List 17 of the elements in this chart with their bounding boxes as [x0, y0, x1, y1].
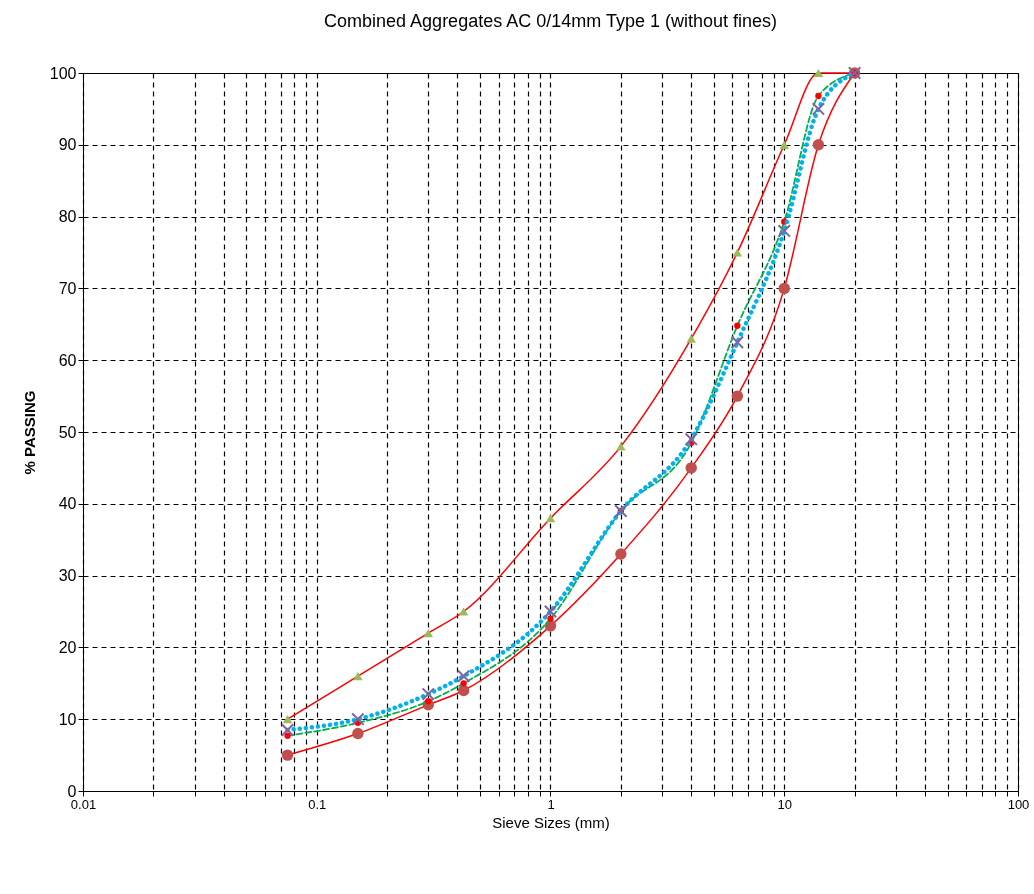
- y-axis-title: % PASSING: [20, 390, 38, 475]
- x-axis-title: Sieve Sizes (mm): [492, 813, 610, 831]
- y-tick-label: 10: [58, 710, 77, 728]
- y-tick-label: 100: [49, 64, 77, 82]
- x-tick-label: 1: [547, 796, 555, 812]
- y-tick-label: 30: [58, 567, 77, 585]
- x-tick-label: 100: [1007, 796, 1030, 812]
- x-tick-label: 0.1: [308, 796, 327, 812]
- x-tick-label: 10: [777, 796, 792, 812]
- y-tick-label: 20: [58, 638, 77, 656]
- y-tick-label: 60: [58, 351, 77, 369]
- y-tick-label: 80: [58, 208, 77, 226]
- y-tick-label: 70: [58, 279, 77, 297]
- y-tick-label: 40: [58, 495, 77, 513]
- y-tick-label: 90: [58, 136, 77, 154]
- y-tick-label: 50: [58, 423, 77, 441]
- chart-title: Combined Aggregates AC 0/14mm Type 1 (without fines): [324, 11, 777, 32]
